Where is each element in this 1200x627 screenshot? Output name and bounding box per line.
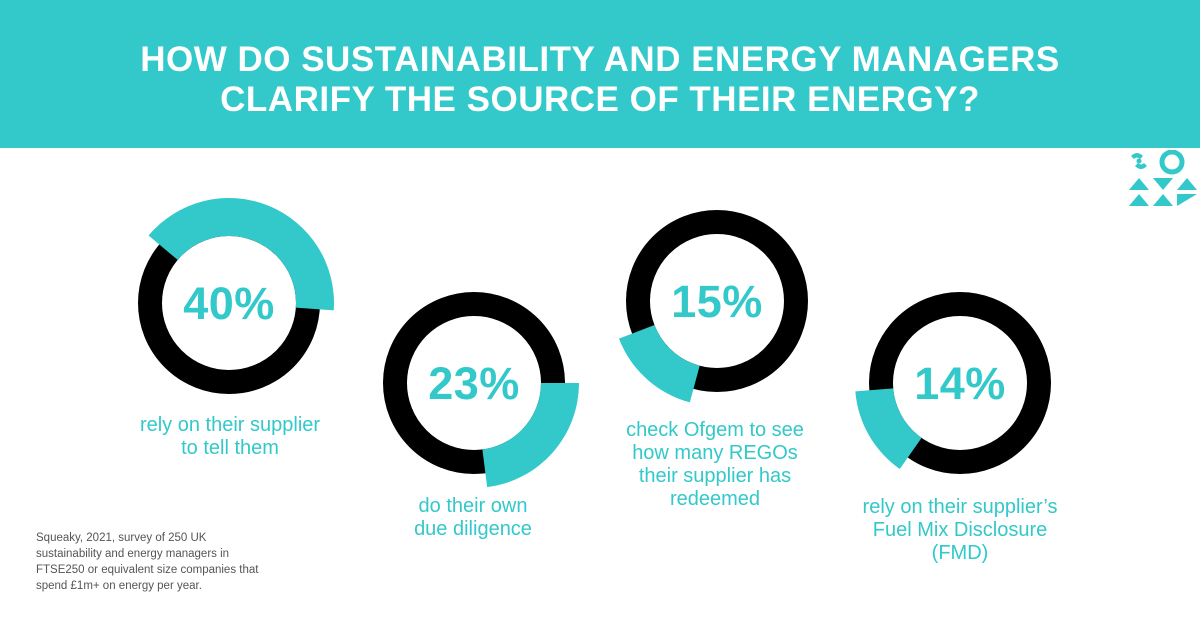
caption-15-line-3: their supplier has <box>638 465 792 487</box>
caption-23-line-1: do their own <box>418 495 528 517</box>
caption-40-line-2: to tell them <box>181 437 279 459</box>
source-line-3: FTSE250 or equivalent size companies tha… <box>36 564 259 576</box>
page-title: HOW DO SUSTAINABILITY AND ENERGY MANAGER… <box>0 40 1200 120</box>
caption-14-line-3: (FMD) <box>931 542 989 564</box>
caption-15-line-2: how many REGOs <box>632 442 798 464</box>
source-line-2: sustainability and energy managers in <box>36 548 230 560</box>
caption-15: check Ofgem to see how many REGOs their … <box>585 419 845 511</box>
caption-15-line-4: redeemed <box>669 488 761 510</box>
source-note: Squeaky, 2021, survey of 250 UK sustaina… <box>36 530 306 594</box>
donut-segment-14 <box>855 388 922 470</box>
caption-23: do their own due diligence <box>343 495 603 541</box>
donut-segment-23 <box>482 383 579 488</box>
donut-segment-40 <box>148 197 334 311</box>
source-line-1: Squeaky, 2021, survey of 250 UK <box>36 532 207 544</box>
caption-40: rely on their supplier to tell them <box>100 414 360 460</box>
donut-label-23: 23% <box>428 358 520 409</box>
donut-ring-15 <box>626 210 808 392</box>
donut-label-14: 14% <box>914 358 1006 409</box>
donut-label-15: 15% <box>671 276 763 327</box>
donut-ring-14 <box>869 292 1051 474</box>
caption-23-line-2: due diligence <box>414 518 532 540</box>
donut-label-40: 40% <box>183 278 275 329</box>
squeaky-brand-icon <box>1129 150 1197 206</box>
caption-15-line-1: check Ofgem to see <box>626 419 804 441</box>
caption-40-line-1: rely on their supplier <box>139 414 321 436</box>
title-banner <box>0 0 1200 148</box>
title-line-1: HOW DO SUSTAINABILITY AND ENERGY MANAGER… <box>140 40 1060 79</box>
donut-segment-15 <box>618 325 700 403</box>
caption-14-line-1: rely on their supplier’s <box>862 496 1058 518</box>
caption-14-line-2: Fuel Mix Disclosure <box>872 519 1048 541</box>
title-line-2: CLARIFY THE SOURCE OF THEIR ENERGY? <box>220 80 980 119</box>
caption-14: rely on their supplier’s Fuel Mix Disclo… <box>830 496 1090 565</box>
source-line-4: spend £1m+ on energy per year. <box>36 580 202 592</box>
